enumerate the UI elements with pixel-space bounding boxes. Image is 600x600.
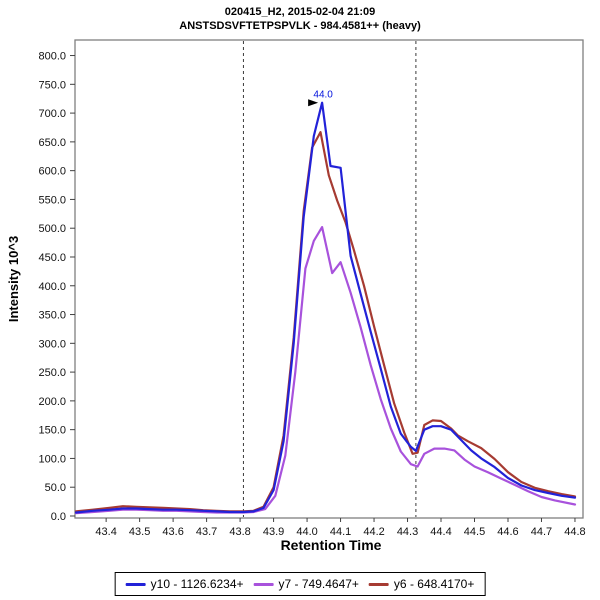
legend-item-y6: y6 - 648.4170+ (368, 577, 475, 591)
x-tick-label: 44.5 (464, 526, 485, 538)
x-tick-label: 43.9 (263, 526, 284, 538)
legend-label: y10 - 1126.6234+ (150, 577, 244, 591)
x-tick-label: 44.6 (497, 526, 518, 538)
legend: y10 - 1126.6234+ y7 - 749.4647+ y6 - 648… (114, 572, 486, 596)
series-line-swatch (368, 582, 389, 586)
x-tick-label: 44.7 (531, 526, 552, 538)
x-tick-label: 44.0 (296, 526, 317, 538)
y-tick-label: 50.0 (45, 482, 66, 494)
chromatogram-trace (74, 131, 577, 513)
legend-label: y7 - 749.4647+ (278, 577, 359, 591)
y-tick-label: 450.0 (38, 252, 66, 264)
retention-time-annotation[interactable]: 44.0 (313, 90, 333, 101)
y-tick-label: 750.0 (38, 79, 66, 91)
y-axis-label: Intensity 10^3 (6, 236, 21, 322)
x-tick-label: 44.2 (363, 526, 384, 538)
y-tick-label: 800.0 (38, 51, 66, 63)
y-tick-label: 400.0 (38, 281, 66, 293)
chart-header: 020415_H2, 2015-02-04 21:09 ANSTSDSVFTET… (0, 5, 600, 33)
y-tick-label: 650.0 (38, 137, 66, 149)
x-tick-label: 43.5 (129, 526, 150, 538)
y-tick-label: 700.0 (38, 108, 66, 120)
plot-frame (74, 39, 584, 519)
y-tick-label: 250.0 (38, 367, 66, 379)
series-line-swatch (125, 582, 146, 586)
x-tick-label: 44.4 (430, 526, 451, 538)
peak-arrow-icon (308, 99, 319, 107)
y-tick-label: 550.0 (38, 194, 66, 206)
chart-subtitle: ANSTSDSVFTETPSPVLK - 984.4581++ (heavy) (179, 20, 421, 32)
chromatogram-trace (74, 101, 577, 514)
y-tick-label: 0.0 (51, 511, 66, 523)
series-line-swatch (253, 582, 274, 586)
x-tick-label: 43.6 (162, 526, 183, 538)
y-tick-label: 100.0 (38, 453, 66, 465)
x-axis-label: Retention Time (281, 537, 382, 553)
x-tick-label: 43.7 (196, 526, 217, 538)
x-tick-label: 44.1 (330, 526, 351, 538)
chromatogram-trace (74, 226, 577, 515)
legend-item-y7: y7 - 749.4647+ (253, 577, 359, 591)
y-tick-label: 150.0 (38, 425, 66, 437)
legend-item-y10: y10 - 1126.6234+ (125, 577, 244, 591)
y-tick-label: 600.0 (38, 166, 66, 178)
x-tick-label: 43.8 (229, 526, 250, 538)
chart-title: 020415_H2, 2015-02-04 21:09 (224, 6, 376, 18)
x-tick-label: 44.3 (397, 526, 418, 538)
y-tick-label: 200.0 (38, 396, 66, 408)
x-tick-label: 44.8 (564, 526, 585, 538)
y-tick-label: 350.0 (38, 310, 66, 322)
y-tick-label: 300.0 (38, 338, 66, 350)
y-tick-label: 500.0 (38, 223, 66, 235)
x-tick-label: 43.4 (95, 526, 116, 538)
legend-label: y6 - 648.4170+ (393, 577, 475, 591)
